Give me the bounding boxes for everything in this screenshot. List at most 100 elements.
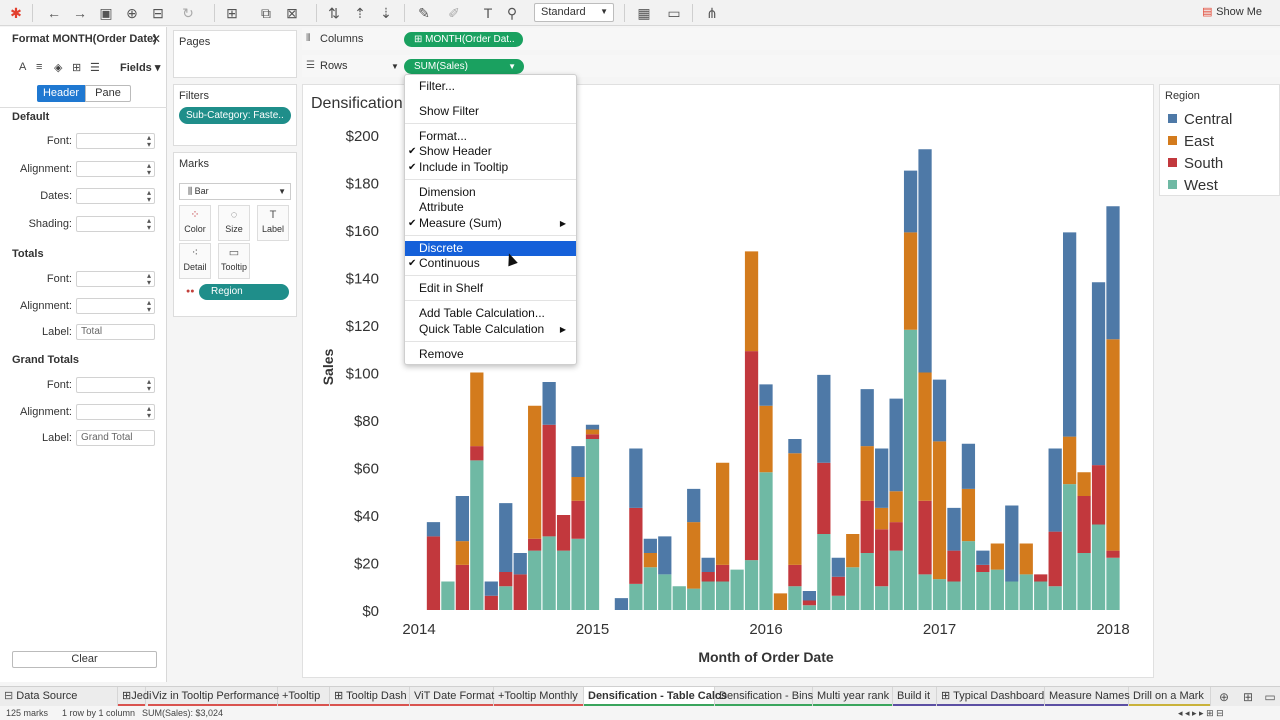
grand-alignment-field[interactable]: ▴ ▾ [76,404,155,420]
legend-item-central[interactable]: Central [1168,111,1232,128]
menu-item-discrete[interactable]: Discrete [405,241,576,256]
sort-descending-icon[interactable]: ⇣ [380,5,392,21]
labels-icon[interactable]: T [483,5,493,21]
tab-tooltip[interactable]: +Tooltip [278,687,330,706]
pages-card[interactable]: Pages [173,30,297,78]
legend-item-west[interactable]: West [1168,177,1218,194]
new-story-icon[interactable]: ▭ [1264,690,1276,704]
menu-item-measure-sum[interactable]: ✔ Measure (Sum) ▶ [408,216,566,230]
redo-icon[interactable]: → [73,5,87,21]
totals-label-field[interactable]: Total [76,324,155,340]
tab-viz-in-tooltip-performance[interactable]: Viz in Tooltip Performance [148,687,279,706]
menu-separator [405,179,576,180]
region-pill[interactable]: Region [199,284,289,300]
menu-item-show-header[interactable]: ✔ Show Header [408,144,492,158]
tab-typical-dashboard[interactable]: ⊞ Typical Dashboard [937,687,1045,706]
undo-icon[interactable]: ← [47,5,61,21]
tab-tooltip-monthly[interactable]: +Tooltip Monthly [494,687,584,706]
totals-alignment-field[interactable]: ▴ ▾ [76,298,155,314]
y-tick-label: $60 [354,461,379,478]
fields-dropdown[interactable]: Fields ▾ [120,62,161,74]
pause-updates-icon[interactable]: ⊟ [152,5,164,21]
menu-item-filter[interactable]: Filter... [419,79,456,93]
bar-segment-south [1048,531,1062,587]
tableau-logo-icon[interactable]: ✱ [10,5,22,21]
menu-item-remove[interactable]: Remove [419,347,464,361]
tab-drill-on-a-mark[interactable]: Drill on a Mark [1129,687,1211,706]
alignment-field[interactable]: ▴ ▾ [76,161,155,177]
show-cards-icon[interactable]: ▦ [637,5,651,21]
font-format-icon[interactable]: A [19,61,27,73]
grand-label-field[interactable]: Grand Total [76,430,155,446]
filter-pill-subcategory[interactable]: Sub-Category: Faste.. [179,107,291,124]
rows-dropdown-icon[interactable]: ▼ [391,62,399,71]
fit-select[interactable]: Standard ▼ [534,3,614,22]
tab-build-it[interactable]: Build it [893,687,937,706]
save-icon[interactable]: ▣ [99,5,113,21]
clear-button[interactable]: Clear [12,651,157,668]
color-button[interactable]: ⁘ Color [179,205,211,241]
columns-shelf[interactable] [302,28,1280,50]
pill-dropdown-icon[interactable]: ▼ [508,62,516,71]
dates-field[interactable]: ▴ ▾ [76,188,155,204]
highlight-icon[interactable]: ✎ [418,5,430,21]
tab-tooltip-dash[interactable]: ⊞ Tooltip Dash [330,687,410,706]
tab-jedi[interactable]: ⊞Jedi [118,687,151,706]
tab-measure-names[interactable]: Measure Names [1045,687,1130,706]
tab-vit-date-format[interactable]: ViT Date Format [410,687,494,706]
totals-font-field[interactable]: ▴ ▾ [76,271,155,287]
menu-item-attribute[interactable]: Attribute [419,200,464,214]
label-button[interactable]: T Label [257,205,289,241]
new-dashboard-icon[interactable]: ⊞ [1242,690,1254,704]
show-me-button[interactable]: ▤ Show Me [1202,5,1262,18]
columns-pill[interactable]: ⊞ MONTH(Order Dat.. [404,32,523,47]
close-icon[interactable]: ✕ [150,32,161,46]
legend-item-east[interactable]: East [1168,133,1214,150]
font-field[interactable]: ▴ ▾ [76,133,155,149]
shading-format-icon[interactable]: ◈ [54,62,63,74]
pill-context-menu: Filter... Show Filter Format... ✔ Show He… [404,74,577,365]
tab-pane[interactable]: Pane [85,85,131,102]
menu-item-continuous[interactable]: ✔ Continuous [408,256,480,270]
rows-pill[interactable]: SUM(Sales) ▼ [404,59,524,74]
menu-item-show-filter[interactable]: Show Filter [419,104,480,118]
shading-field[interactable]: ▴ ▾ [76,216,155,232]
new-worksheet-icon[interactable]: ⊕ [1218,690,1230,704]
swap-icon[interactable]: ⇅ [328,5,340,21]
lines-format-icon[interactable]: ☰ [90,62,100,74]
filters-card[interactable]: Filters Sub-Category: Faste.. [173,84,297,146]
legend-item-south[interactable]: South [1168,155,1223,172]
rows-shelf[interactable] [302,55,1280,77]
detail-button[interactable]: ⁖ Detail [179,243,211,279]
alignment-format-icon[interactable]: ≡ [36,61,43,73]
size-button[interactable]: ◌ Size [218,205,250,241]
grand-font-field[interactable]: ▴ ▾ [76,377,155,393]
duplicate-icon[interactable]: ⧉ [261,5,271,21]
tab-data-source[interactable]: ⊟ Data Source [0,687,118,706]
menu-item-include-in-tooltip[interactable]: ✔ Include in Tooltip [408,160,509,174]
stacked-bar-chart[interactable]: $0 $20 $40 $60 $80 $100 $120 $140 $160 $180 $200 20… [303,85,1155,679]
tooltip-button[interactable]: ▭ Tooltip [218,243,250,279]
pin-icon[interactable]: ⚲ [506,5,518,21]
tab-densification-bins[interactable]: Densification - Bins [715,687,813,706]
group-icon[interactable]: ✐ [448,5,460,21]
share-icon[interactable]: ⋔ [706,5,718,21]
tab-multi-year-rank[interactable]: Multi year rank [813,687,893,706]
menu-item-add-table-calculation[interactable]: Add Table Calculation... [419,306,545,320]
menu-item-dimension[interactable]: Dimension [419,185,476,199]
bar-segment-west [990,569,1004,610]
menu-item-quick-table-calculation[interactable]: Quick Table Calculation ▶ [419,322,566,336]
presentation-icon[interactable]: ▭ [667,5,681,21]
new-worksheet-icon[interactable]: ⊞ [226,5,238,21]
tab-densification-table-calcs[interactable]: Densification - Table Calcs [584,687,727,706]
mark-type-select[interactable]: ⫼ Bar ▼ [179,183,291,200]
menu-item-edit-in-shelf[interactable]: Edit in Shelf [419,281,484,295]
refresh-icon[interactable]: ↻ [182,5,194,21]
tab-header[interactable]: Header [37,85,85,102]
new-data-source-icon[interactable]: ⊕ [126,5,138,21]
sheet-navigation-icon[interactable]: ◂ ◂ ▸ ▸ ⊞ ⊟ [1178,708,1224,718]
menu-item-format[interactable]: Format... [419,129,468,143]
borders-format-icon[interactable]: ⊞ [72,62,82,74]
sort-ascending-icon[interactable]: ⇡ [354,5,366,21]
clear-sheet-icon[interactable]: ⊠ [286,5,298,21]
